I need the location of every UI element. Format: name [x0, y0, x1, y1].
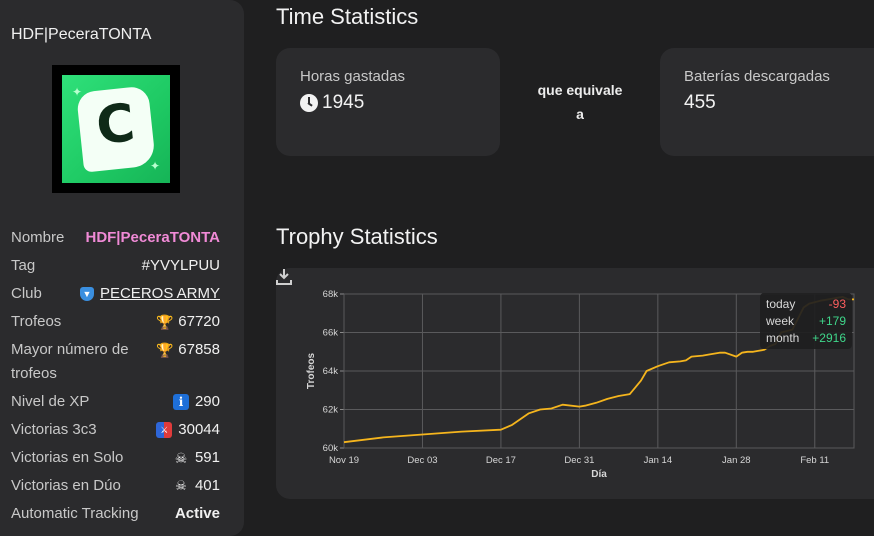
stat-label: Nivel de XP	[11, 393, 90, 410]
stat-label: Club	[11, 285, 42, 302]
trophy-icon: 🏆	[156, 342, 174, 358]
x-tick-label: Feb 11	[800, 455, 829, 466]
x-tick-label: Dec 31	[564, 455, 594, 466]
max-trophies-number: 67858	[178, 341, 220, 358]
tracking-status: Active	[174, 505, 220, 522]
stat-row-tag: Tag #YVYLPUU	[11, 254, 220, 278]
y-tick-label: 60k	[323, 443, 339, 454]
equivale-text: que equivale a	[520, 78, 640, 126]
stat-label: Automatic Tracking	[11, 505, 139, 522]
hours-value: 1945	[300, 92, 364, 114]
trophy-stats-title: Trophy Statistics	[276, 224, 438, 249]
hours-card: Horas gastadas 1945	[276, 48, 500, 156]
time-stats-title: Time Statistics	[276, 4, 419, 29]
hours-label: Horas gastadas	[300, 68, 406, 85]
download-icon[interactable]	[276, 268, 292, 286]
chart-tooltip: today -93 week +179 month +2916	[760, 293, 852, 349]
equivale-line-1: que equivale	[537, 82, 623, 98]
xp-icon: i	[172, 394, 189, 410]
y-axis-title: Trofeos	[306, 353, 317, 390]
trophies-number: 67720	[178, 313, 220, 330]
club-link[interactable]: PECEROS ARMY	[99, 285, 220, 302]
batteries-value: 455	[684, 92, 716, 113]
stat-row-tracking: Automatic Tracking Active	[11, 502, 220, 526]
legend-name: today	[766, 297, 796, 311]
stat-label: Tag	[11, 257, 36, 274]
xp-value: i 290	[172, 390, 220, 414]
skull-icon: ☠	[174, 450, 188, 466]
stat-row-max-trofeos: Mayor número de trofeos 🏆 67858	[11, 338, 220, 386]
legend-row-week: week +179	[766, 313, 846, 330]
batteries-card: Baterías descargadas 455	[660, 48, 874, 156]
legend-name: month	[766, 331, 800, 345]
profile-sidebar: HDF|PeceraTONTA ✦ ✦ C Nombre HDF|PeceraT…	[0, 0, 244, 536]
x-axis-title: Día	[591, 469, 607, 480]
avatar-bubble: C	[76, 85, 156, 173]
duo-number: 401	[194, 477, 220, 494]
sparkle-icon: ✦	[72, 85, 83, 99]
stat-label: Victorias en Solo	[11, 449, 124, 466]
y-tick-label: 62k	[323, 405, 339, 416]
y-tick-label: 68k	[323, 289, 339, 300]
stat-label: Victorias en Dúo	[11, 477, 121, 494]
profile-stats: Nombre HDF|PeceraTONTA Tag #YVYLPUU Club…	[11, 226, 220, 530]
stat-label: Mayor número de trofeos	[11, 341, 129, 382]
solo-number: 591	[194, 449, 220, 466]
legend-value: +2916	[812, 331, 846, 345]
legend-value: -93	[828, 297, 846, 311]
x-tick-label: Jan 28	[722, 455, 751, 466]
max-trophies-value: 🏆 67858	[156, 338, 220, 362]
solo-value: ☠ 591	[173, 446, 220, 470]
trophy-icon: 🏆	[156, 314, 174, 330]
player-tag-value: #YVYLPUU	[141, 257, 220, 274]
3v3-icon: ⚔	[156, 422, 173, 438]
xp-number: 290	[194, 393, 220, 410]
club-badge-icon: ▼	[79, 287, 94, 301]
legend-row-month: month +2916	[766, 330, 846, 347]
clock-icon	[300, 94, 318, 112]
legend-name: week	[766, 314, 795, 328]
stat-row-duo: Victorias en Dúo ☠ 401	[11, 474, 220, 498]
y-tick-label: 64k	[323, 366, 339, 377]
brawl-c-icon: ✦ ✦ C	[62, 75, 170, 183]
stat-row-3c3: Victorias 3c3 ⚔ 30044	[11, 418, 220, 442]
sparkle-icon: ✦	[150, 159, 161, 173]
player-name: HDF|PeceraTONTA	[11, 26, 152, 43]
club-value: ▼ PECEROS ARMY	[79, 282, 220, 306]
y-tick-label: 66k	[323, 328, 339, 339]
legend-value: +179	[818, 314, 846, 328]
duo-value: ☠ 401	[173, 474, 220, 498]
trophy-chart-card: 60k 62k 64k 66k 68k Nov 19 Dec 03 Dec 17 Dec 31 J…	[276, 268, 874, 499]
avatar: ✦ ✦ C	[52, 65, 180, 193]
3v3-number: 30044	[178, 421, 220, 438]
x-tick-label: Jan 14	[644, 455, 673, 466]
stat-row-xp: Nivel de XP i 290	[11, 390, 220, 414]
batteries-label: Baterías descargadas	[684, 68, 830, 85]
x-tick-label: Dec 17	[486, 455, 516, 466]
stat-label: Trofeos	[11, 313, 62, 330]
duo-skull-icon: ☠	[175, 478, 187, 493]
player-name-value: HDF|PeceraTONTA	[85, 229, 220, 246]
x-tick-label: Dec 03	[407, 455, 437, 466]
stat-row-club: Club ▼ PECEROS ARMY	[11, 282, 220, 306]
equivale-line-2: a	[576, 106, 584, 122]
stat-row-nombre: Nombre HDF|PeceraTONTA	[11, 226, 220, 250]
x-tick-label: Nov 19	[329, 455, 359, 466]
trophies-value: 🏆 67720	[156, 310, 220, 334]
hours-number: 1945	[322, 92, 365, 113]
stat-label: Victorias 3c3	[11, 421, 97, 438]
3v3-value: ⚔ 30044	[156, 418, 220, 442]
stat-row-trofeos: Trofeos 🏆 67720	[11, 310, 220, 334]
stat-label: Nombre	[11, 229, 65, 246]
legend-row-today: today -93	[766, 296, 846, 313]
stat-row-solo: Victorias en Solo ☠ 591	[11, 446, 220, 470]
